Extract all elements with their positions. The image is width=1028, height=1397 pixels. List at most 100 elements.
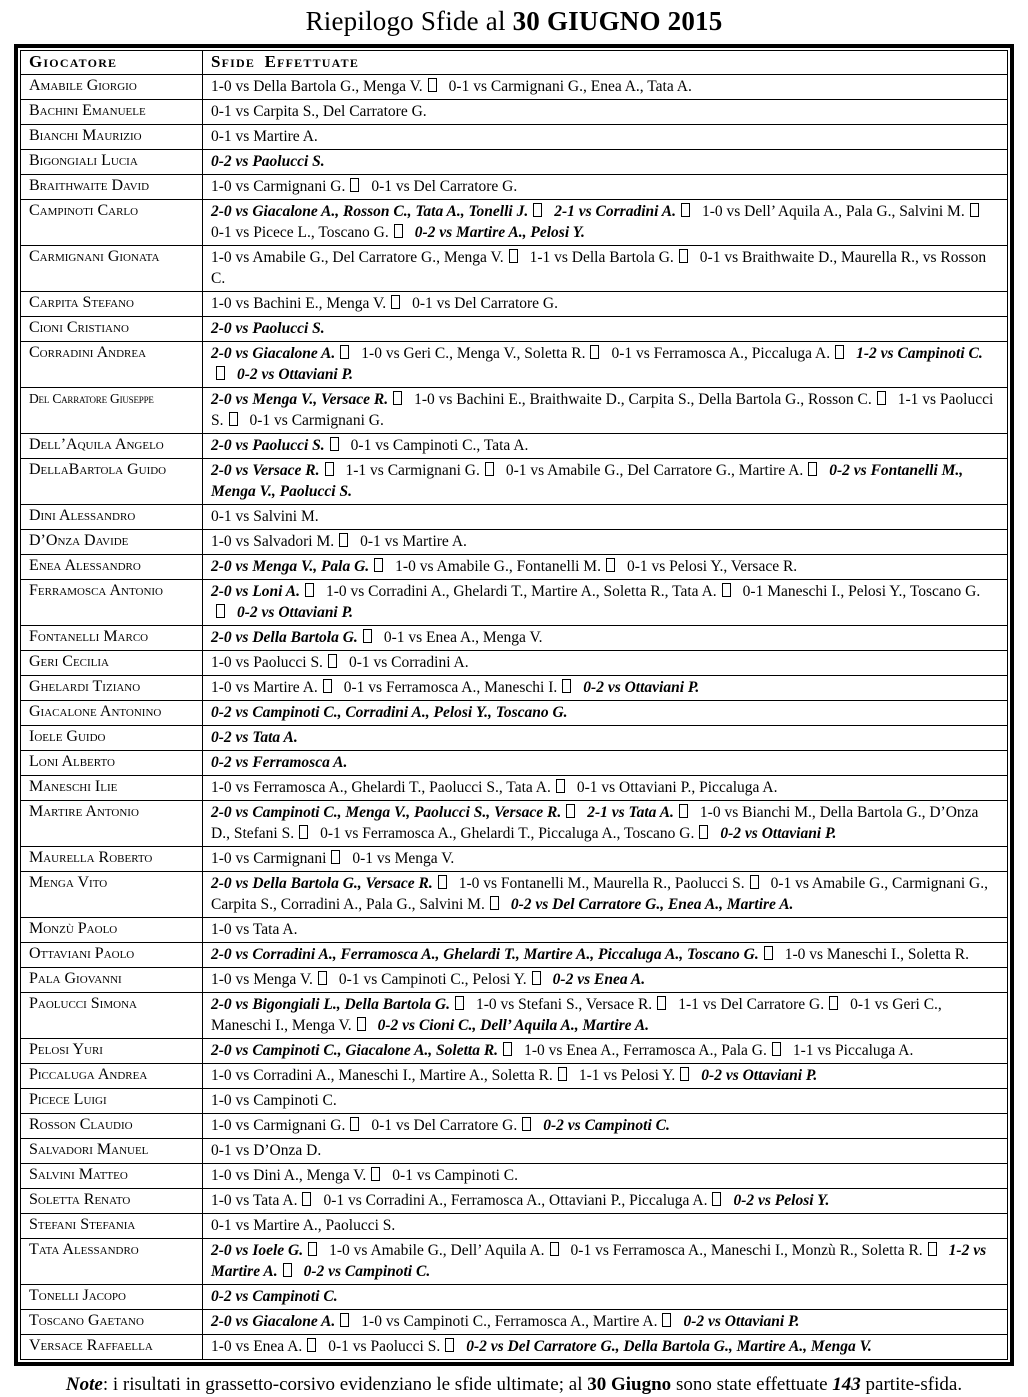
- result-segment: 0-1 Maneschi I., Pelosi Y., Toscano G.: [742, 583, 981, 600]
- separator-box-icon: [876, 391, 886, 405]
- separator-box-icon: [721, 583, 731, 597]
- results-cell: 1-0 vs Tata A. 0-1 vs Corradini A., Ferra…: [202, 1188, 1008, 1214]
- results-cell: 0-1 vs Carpita S., Del Carratore G.: [202, 99, 1008, 125]
- result-segment: 0-1 vs Martire A.: [211, 128, 318, 145]
- result-segment-ultimate: 0-2 vs Fontanelli M., Menga V., Paolucci…: [211, 462, 964, 500]
- result-segment: 0-1 vs Del Carratore G.: [371, 178, 518, 195]
- results-cell: 1-0 vs Corradini A., Maneschi I., Martir…: [202, 1063, 1008, 1089]
- result-segment-ultimate: 2-1 vs Corradini A.: [554, 203, 676, 220]
- note-segment: 30 Giugno: [587, 1374, 672, 1395]
- result-segment: 1-0 vs Stefani S., Versace R.: [475, 996, 653, 1013]
- separator-box-icon: [340, 345, 350, 359]
- results-cell: 2-0 vs Campinoti C., Menga V., Paolucci …: [202, 800, 1008, 847]
- separator-box-icon: [680, 203, 690, 217]
- page-title-date: 30 GIUGNO 2015: [512, 6, 723, 36]
- separator-box-icon: [216, 366, 225, 380]
- result-segment: 1-0 vs Fontanelli M., Maurella R., Paolu…: [458, 875, 745, 892]
- result-segment: 0-1 vs Ottaviani P., Piccaluga A.: [576, 779, 778, 796]
- result-segment-ultimate: 0-2 vs Cioni C., Dell’ Aquila A., Martir…: [377, 1017, 650, 1034]
- result-segment: 0-1 vs Carmignani G.: [249, 412, 384, 429]
- result-segment: 1-0 vs Bianchi M., Della Bartola G., D’O…: [211, 804, 979, 842]
- result-segment-ultimate: 2-1 vs Tata A.: [587, 804, 674, 821]
- results-cell: 1-0 vs Carmignani 0-1 vs Menga V.: [202, 846, 1008, 872]
- result-segment: 1-0 vs Carmignani G.: [211, 178, 346, 195]
- results-cell: 1-0 vs Enea A. 0-1 vs Paolucci S. 0-2 vs D…: [202, 1334, 1008, 1360]
- table-row: Tonelli Jacopo 0-2 vs Campinoti C.: [20, 1284, 1008, 1310]
- separator-box-icon: [533, 203, 543, 217]
- player-name-cell: Carmignani Gionata: [20, 245, 203, 292]
- result-segment: 0-1 vs Del Carratore G.: [371, 1117, 518, 1134]
- separator-box-icon: [657, 996, 667, 1010]
- results-table: Giocatore Sfide Effettuate Amabile Giorg…: [20, 50, 1008, 1360]
- column-header-player: Giocatore: [20, 50, 203, 75]
- result-segment: 0-1 vs Corradini A., Ferramosca A., Otta…: [323, 1192, 708, 1209]
- table-row: Picece Luigi 1-0 vs Campinoti C.: [20, 1088, 1008, 1114]
- results-cell: 2-0 vs Paolucci S. 0-1 vs Campinoti C., T…: [202, 433, 1008, 459]
- table-row: Monzù Paolo 1-0 vs Tata A.: [20, 917, 1008, 943]
- note-segment: 143: [832, 1374, 861, 1395]
- player-name-cell: Campinoti Carlo: [20, 199, 203, 246]
- results-cell: 1-0 vs Menga V. 0-1 vs Campinoti C., Pelo…: [202, 967, 1008, 993]
- separator-box-icon: [454, 996, 464, 1010]
- result-segment: 1-0 vs Geri C., Menga V., Soletta R.: [361, 345, 586, 362]
- table-row: Carmignani Gionata 1-0 vs Amabile G., Del…: [20, 245, 1008, 292]
- separator-box-icon: [437, 875, 447, 889]
- player-name-cell: Enea Alessandro: [20, 554, 203, 580]
- player-name-cell: DellaBartola Guido: [20, 458, 203, 505]
- table-row: Braithwaite David 1-0 vs Carmignani G. 0-1…: [20, 174, 1008, 200]
- results-cell: 0-2 vs Campinoti C.: [202, 1284, 1008, 1310]
- page-title-normal: Riepilogo Sfide al: [305, 6, 513, 36]
- table-row: D’Onza Davide 1-0 vs Salvadori M. 0-1 vs M…: [20, 529, 1008, 555]
- result-segment: 1-1 vs Paolucci S.: [211, 391, 994, 429]
- table-row: Pala Giovanni 1-0 vs Menga V. 0-1 vs Campi…: [20, 967, 1008, 993]
- result-segment: 1-0 vs Amabile G., Fontanelli M.: [395, 558, 601, 575]
- result-segment-ultimate: 0-2 vs Campinoti C.: [303, 1263, 431, 1280]
- table-row: Giacalone Antonino 0-2 vs Campinoti C., C…: [20, 700, 1008, 726]
- result-segment: 1-0 vs Salvadori M.: [211, 533, 335, 550]
- separator-box-icon: [557, 1067, 567, 1081]
- results-cell: 2-0 vs Corradini A., Ferramosca A., Ghel…: [202, 942, 1008, 968]
- separator-box-icon: [522, 1117, 532, 1131]
- results-cell: 1-0 vs Carmignani G. 0-1 vs Del Carratore…: [202, 1113, 1008, 1139]
- result-segment-ultimate: 2-0 vs Menga V., Pala G.: [211, 558, 370, 575]
- player-name-cell: Giacalone Antonino: [20, 700, 203, 726]
- result-segment: 1-0 vs Corradini A., Ghelardi T., Martir…: [325, 583, 717, 600]
- table-row: Salvadori Manuel 0-1 vs D’Onza D.: [20, 1138, 1008, 1164]
- results-cell: 2-0 vs Menga V., Versace R. 1-0 vs Bachin…: [202, 387, 1008, 434]
- note-segment: Note: [65, 1374, 103, 1395]
- table-row: Toscano Gaetano 2-0 vs Giacalone A. 1-0 vs…: [20, 1309, 1008, 1335]
- result-segment-ultimate: 0-2 vs Del Carratore G., Enea A., Martir…: [510, 896, 794, 913]
- result-segment-ultimate: 0-2 vs Martire A., Pelosi Y.: [414, 224, 585, 241]
- table-row: Maurella Roberto 1-0 vs Carmignani 0-1 vs …: [20, 846, 1008, 872]
- result-segment: 0-1 vs Carpita S., Del Carratore G.: [211, 103, 427, 120]
- separator-box-icon: [307, 1338, 317, 1352]
- result-segment: 0-1 vs Carmignani G., Enea A., Tata A.: [448, 78, 692, 95]
- result-segment: 0-1 vs Picece L., Toscano G.: [211, 224, 389, 241]
- table-row: Tata Alessandro 2-0 vs Ioele G. 1-0 vs Ama…: [20, 1238, 1008, 1285]
- result-segment-ultimate: 2-0 vs Menga V., Versace R.: [211, 391, 389, 408]
- result-segment-ultimate: 1-2 vs Martire A.: [211, 1242, 987, 1280]
- table-row: Cioni Cristiano 2-0 vs Paolucci S.: [20, 316, 1008, 342]
- results-cell: 2-0 vs Bigongiali L., Della Bartola G. 1-…: [202, 992, 1008, 1039]
- player-name-cell: Pelosi Yuri: [20, 1038, 203, 1064]
- player-name-cell: Salvini Matteo: [20, 1163, 203, 1189]
- separator-box-icon: [322, 679, 332, 693]
- result-segment: 1-0 vs Ferramosca A., Ghelardi T., Paolu…: [211, 779, 551, 796]
- separator-box-icon: [393, 224, 403, 238]
- player-name-cell: D’Onza Davide: [20, 529, 203, 555]
- separator-box-icon: [678, 804, 688, 818]
- results-cell: 0-1 vs Salvini M.: [202, 504, 1008, 530]
- table-row: Ottaviani Paolo 2-0 vs Corradini A., Ferr…: [20, 942, 1008, 968]
- table-row: Maneschi Ilie 1-0 vs Ferramosca A., Ghela…: [20, 775, 1008, 801]
- separator-box-icon: [327, 654, 337, 668]
- result-segment: 1-0 vs Bachini E., Menga V.: [211, 295, 387, 312]
- separator-box-icon: [484, 462, 494, 476]
- table-row: Carpita Stefano 1-0 vs Bachini E., Menga …: [20, 291, 1008, 317]
- player-name-cell: Ottaviani Paolo: [20, 942, 203, 968]
- result-segment: 0-1 vs Pelosi Y., Versace R.: [626, 558, 798, 575]
- player-name-cell: Tata Alessandro: [20, 1238, 203, 1285]
- separator-box-icon: [391, 295, 401, 309]
- note-segment: partite-sfida.: [860, 1374, 963, 1395]
- results-cell: 2-0 vs Loni A. 1-0 vs Corradini A., Ghela…: [202, 579, 1008, 626]
